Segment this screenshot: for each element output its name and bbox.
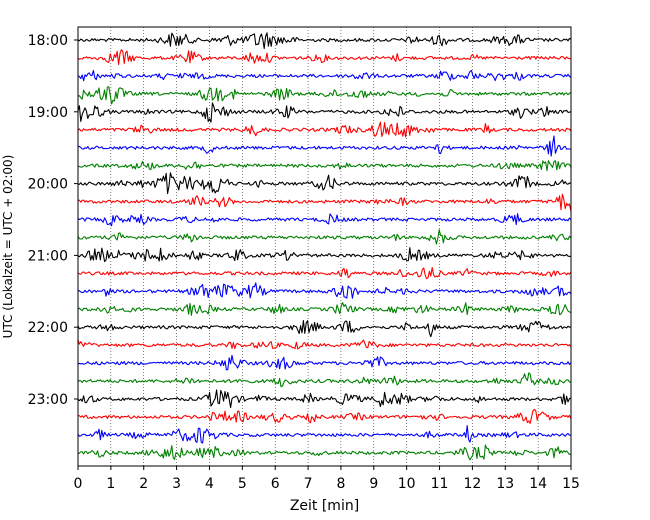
trace-2015: [77, 193, 572, 212]
y-tick-label: 18:00: [28, 33, 68, 49]
trace-1945: [77, 160, 572, 172]
y-axis-ticks: 18:00 19:00 20:00 21:00 22:00 23:00: [28, 33, 78, 408]
y-tick-label: 20:00: [28, 177, 68, 193]
trace-2315: [77, 408, 572, 424]
trace-2345: [77, 444, 571, 461]
x-tick-label: 13: [496, 476, 514, 492]
trace-1900: [77, 102, 572, 123]
trace-2000: [77, 172, 571, 195]
y-tick-label: 19:00: [28, 105, 68, 121]
x-tick-label: 2: [139, 476, 148, 492]
seismic-traces: [77, 32, 572, 461]
x-tick-label: 11: [431, 476, 449, 492]
y-tick-label: 22:00: [28, 320, 68, 336]
x-tick-label: 4: [205, 476, 214, 492]
trace-2245: [77, 372, 571, 388]
x-axis-label: Zeit [min]: [290, 498, 359, 514]
trace-2230: [77, 354, 572, 371]
x-tick-label: 8: [336, 476, 345, 492]
trace-1830: [77, 69, 572, 82]
x-tick-label: 7: [304, 476, 313, 492]
trace-2215: [77, 339, 572, 350]
x-axis-ticks: 0 1 2 3 4 5 6 7 8 9 10 11 12 13 14 15: [74, 466, 580, 492]
y-tick-label: 23:00: [28, 392, 68, 408]
x-tick-label: 1: [106, 476, 115, 492]
trace-1800: [77, 32, 572, 50]
y-axis-label: UTC (Lokalzeit = UTC + 02:00): [1, 155, 15, 339]
trace-2300: [77, 389, 571, 409]
grid-lines: [110, 27, 539, 466]
trace-2130: [77, 282, 572, 299]
trace-1815: [77, 49, 571, 65]
trace-2100: [77, 247, 571, 263]
trace-1845: [77, 86, 572, 105]
x-tick-label: 0: [74, 476, 83, 492]
trace-2115: [77, 267, 572, 280]
trace-2330: [77, 425, 571, 444]
x-tick-label: 5: [238, 476, 247, 492]
x-tick-label: 15: [562, 476, 580, 492]
x-tick-label: 9: [369, 476, 378, 492]
x-tick-label: 3: [172, 476, 181, 492]
trace-1930: [77, 135, 571, 157]
y-tick-label: 21:00: [28, 248, 68, 264]
trace-2200: [77, 320, 571, 338]
trace-2045: [77, 229, 572, 245]
x-tick-label: 12: [463, 476, 481, 492]
x-tick-label: 6: [271, 476, 280, 492]
trace-1915: [77, 121, 572, 138]
x-tick-label: 10: [398, 476, 416, 492]
x-tick-label: 14: [529, 476, 547, 492]
trace-2145: [77, 302, 572, 316]
trace-2030: [77, 213, 572, 227]
plot-frame: [77, 26, 572, 467]
